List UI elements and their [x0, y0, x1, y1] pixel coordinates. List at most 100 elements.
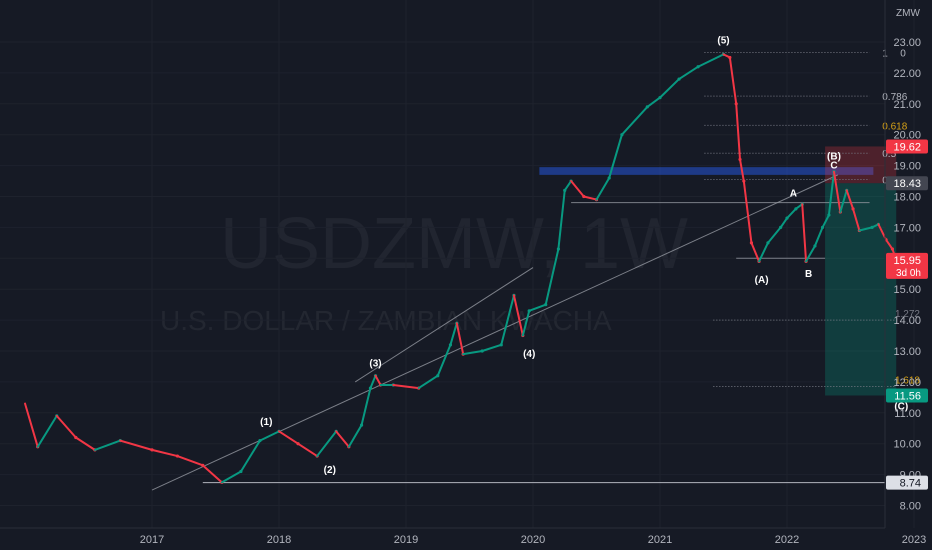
price-segment — [805, 244, 816, 263]
time-tick-label: 2018 — [267, 534, 291, 546]
price-segment — [521, 309, 531, 337]
time-tick-label: 2020 — [521, 534, 545, 546]
price-segment — [557, 189, 566, 251]
price-segment — [739, 158, 745, 183]
wave-label: (2) — [324, 465, 336, 476]
price-segment — [455, 322, 465, 356]
price-axis-badge-label: 11.56 — [894, 390, 921, 402]
time-tick-label: 2023 — [902, 534, 926, 546]
price-segment — [481, 343, 503, 352]
price-segment — [845, 189, 855, 210]
candle-countdown-label: 3d 0h — [896, 268, 921, 279]
price-tick-label: 11.00 — [894, 408, 921, 420]
price-tick-label: 8.00 — [900, 501, 921, 513]
current-price-badge — [886, 252, 928, 279]
price-segment — [176, 455, 204, 467]
price-segment — [374, 374, 382, 386]
price-segment — [258, 430, 280, 442]
price-segment — [36, 414, 58, 448]
fib-extension-label: 1.272 — [895, 309, 920, 320]
price-tick-label: 23.00 — [893, 37, 921, 49]
price-segment — [786, 207, 797, 220]
position-stop-zone[interactable] — [825, 146, 897, 184]
price-segment — [813, 226, 824, 247]
price-segment — [620, 105, 649, 136]
wave-label: (C) — [894, 402, 908, 413]
price-segment — [821, 214, 830, 229]
price-segment — [582, 195, 598, 201]
price-tick-label: 17.00 — [893, 222, 921, 234]
resistance-zone[interactable] — [539, 167, 874, 175]
price-segment — [758, 241, 769, 263]
price-segment — [544, 248, 560, 306]
price-axis-badge-label: 18.43 — [893, 178, 921, 190]
price-segment — [278, 430, 300, 445]
wave-label: (1) — [260, 417, 272, 428]
price-segment — [528, 303, 547, 312]
price-segment — [55, 414, 77, 439]
price-segment — [512, 294, 524, 337]
price-segment — [608, 133, 623, 179]
wave-label: (3) — [369, 358, 381, 369]
currency-label: ZMW — [896, 8, 920, 19]
fib-level-label: 0.786 — [882, 92, 907, 103]
price-segment — [74, 436, 96, 451]
price-segment — [151, 448, 179, 458]
price-segment — [449, 322, 458, 346]
price-segment — [369, 374, 377, 390]
current-price-label: 15.95 — [893, 255, 921, 267]
price-tick-label: 22.00 — [893, 68, 921, 80]
fib-extension-label: 1.618 — [895, 376, 920, 387]
price-segment — [24, 402, 39, 448]
fib-level-label: 0.618 — [882, 121, 907, 132]
price-segment — [750, 241, 761, 263]
position-target-zone[interactable] — [825, 183, 897, 396]
price-segment — [462, 350, 484, 356]
price-segment — [697, 53, 725, 68]
price-segment — [659, 78, 681, 99]
price-segment — [239, 439, 261, 473]
fib-level-suffix: 0 — [900, 49, 906, 60]
price-axis-badge-label: 19.62 — [893, 141, 921, 153]
price-segment — [347, 424, 363, 448]
price-segment — [316, 430, 338, 458]
price-segment — [360, 387, 372, 427]
price-segment — [678, 65, 700, 81]
price-segment — [119, 439, 153, 451]
time-tick-label: 2021 — [648, 534, 672, 546]
price-tick-label: 12.00 — [893, 377, 921, 389]
price-segment — [779, 217, 788, 229]
price-segment — [801, 203, 808, 263]
wave-label: A — [790, 189, 797, 200]
fib-level-label: 0.5 — [882, 149, 896, 160]
price-segment — [93, 439, 122, 451]
price-axis-badge-label: 8.74 — [900, 478, 921, 490]
price-axis-badge — [886, 176, 928, 191]
time-tick-label: 2022 — [775, 534, 799, 546]
time-tick-label: 2019 — [394, 534, 418, 546]
wave-label: (5) — [717, 36, 729, 47]
price-tick-label: 10.00 — [893, 439, 921, 451]
price-segment — [742, 180, 753, 244]
price-segment — [201, 464, 223, 484]
price-segment — [570, 180, 585, 198]
trendline-upper — [354, 267, 534, 383]
price-segment — [646, 96, 661, 108]
price-tick-label: 13.00 — [893, 346, 921, 358]
price-tick-label: 21.00 — [893, 99, 921, 111]
time-tick-label: 2017 — [140, 534, 164, 546]
price-segment — [500, 294, 515, 346]
price-segment — [335, 430, 350, 448]
price-tick-label: 14.00 — [893, 315, 921, 327]
price-segment — [832, 170, 842, 213]
price-segment — [839, 189, 848, 213]
wave-label: (A) — [755, 275, 769, 286]
price-segment — [885, 238, 894, 251]
price-segment — [728, 56, 738, 105]
price-segment — [827, 170, 835, 217]
wave-label: (B) — [827, 151, 841, 162]
price-segment — [735, 102, 742, 161]
price-segment — [417, 374, 439, 390]
